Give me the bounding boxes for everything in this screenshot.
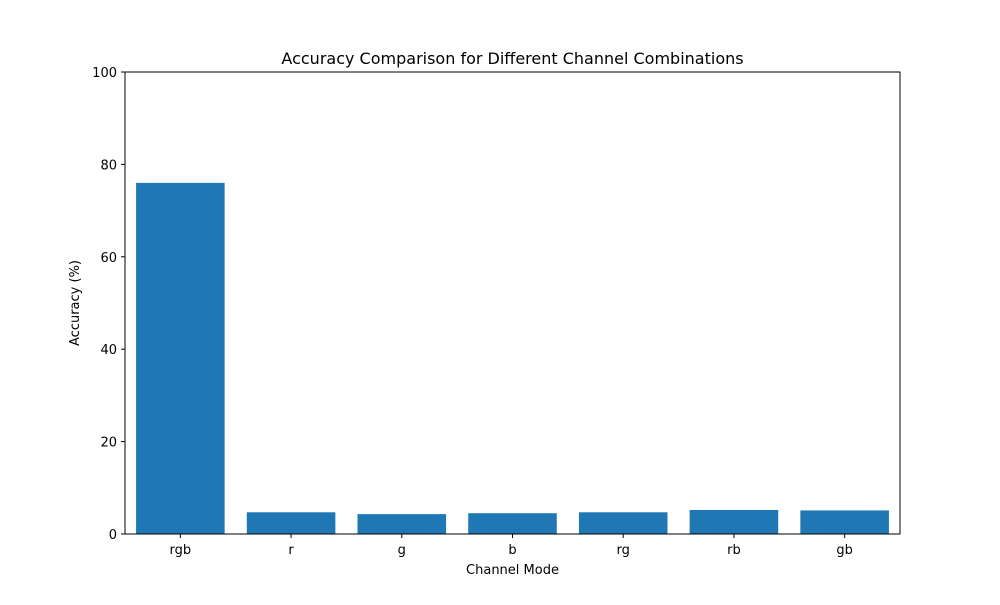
x-ticks-group: rgb r g b rg rb gb xyxy=(170,534,853,558)
y-tick-label: 60 xyxy=(100,251,117,266)
x-tick-label: rgb xyxy=(170,543,192,558)
x-tick-label: gb xyxy=(836,543,853,558)
y-axis-label: Accuracy (%) xyxy=(68,260,83,346)
y-tick-label: 80 xyxy=(100,158,117,173)
y-ticks-group: 0 20 40 60 80 100 xyxy=(92,66,125,543)
x-tick-label: b xyxy=(508,543,516,558)
x-axis-label: Channel Mode xyxy=(466,563,559,578)
y-tick-label: 0 xyxy=(109,528,117,543)
plot-frame xyxy=(124,71,901,535)
x-tick-label: r xyxy=(288,543,294,558)
x-tick-label: rb xyxy=(727,543,741,558)
bar-g xyxy=(357,514,447,534)
bar-r xyxy=(246,512,336,534)
bar-rgb xyxy=(136,182,225,534)
bar-rg xyxy=(578,512,668,534)
y-tick-label: 100 xyxy=(92,66,117,81)
chart-title: Accuracy Comparison for Different Channe… xyxy=(281,49,743,68)
y-tick-label: 40 xyxy=(100,343,117,358)
bar-rb xyxy=(689,509,779,534)
bar-b xyxy=(468,513,557,534)
y-tick-label: 20 xyxy=(100,436,117,451)
x-tick-label: rg xyxy=(617,543,630,558)
x-tick-label: g xyxy=(398,543,406,558)
bars-group xyxy=(136,182,889,534)
bar-gb xyxy=(800,510,889,534)
